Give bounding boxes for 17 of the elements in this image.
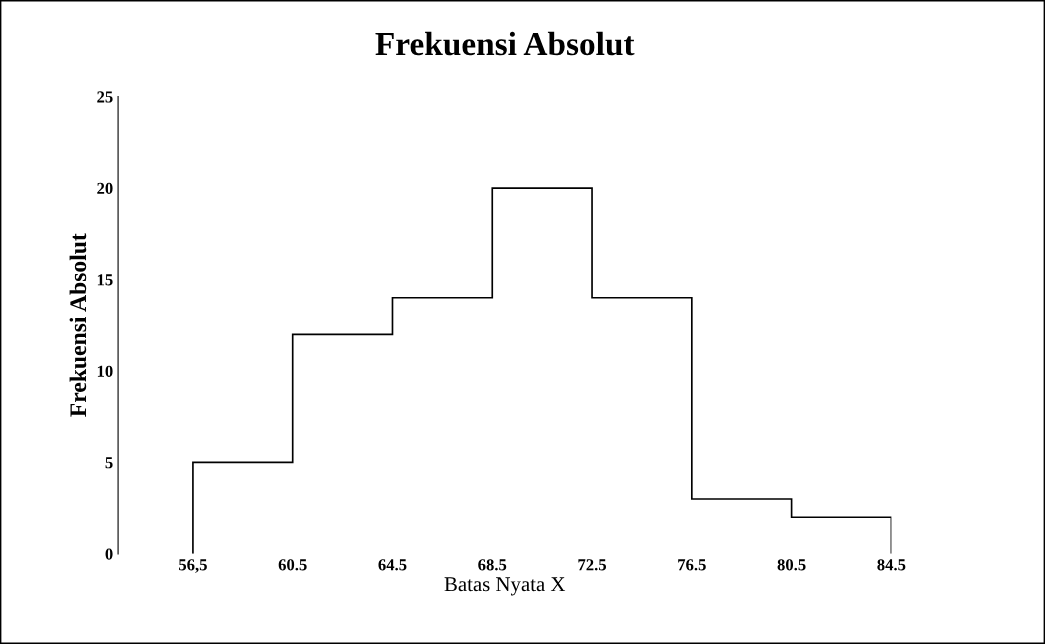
x-tick-label: 68.5: [478, 559, 507, 571]
x-tick-label: 80.5: [777, 559, 806, 571]
x-tick-label: 72.5: [578, 559, 607, 571]
x-tick-label: 84.5: [877, 559, 906, 571]
x-tick-label: 60.5: [278, 559, 307, 571]
x-tick-label: 56,5: [179, 559, 207, 573]
x-axis-title: Batas Nyata X: [444, 577, 566, 596]
y-tick-label: 0: [105, 548, 113, 560]
x-tick-label: 64.5: [378, 559, 407, 571]
y-axis-title: Frekuensi Absolut: [69, 233, 87, 417]
y-tick-label: 20: [97, 182, 113, 194]
y-tick-label: 25: [97, 91, 113, 103]
y-tick-label: 15: [97, 274, 113, 286]
x-tick-label: 76.5: [678, 559, 706, 571]
y-tick-label: 5: [105, 457, 113, 469]
y-tick-label: 10: [97, 365, 113, 377]
chart-title: Frekuensi Absolut: [375, 31, 635, 56]
